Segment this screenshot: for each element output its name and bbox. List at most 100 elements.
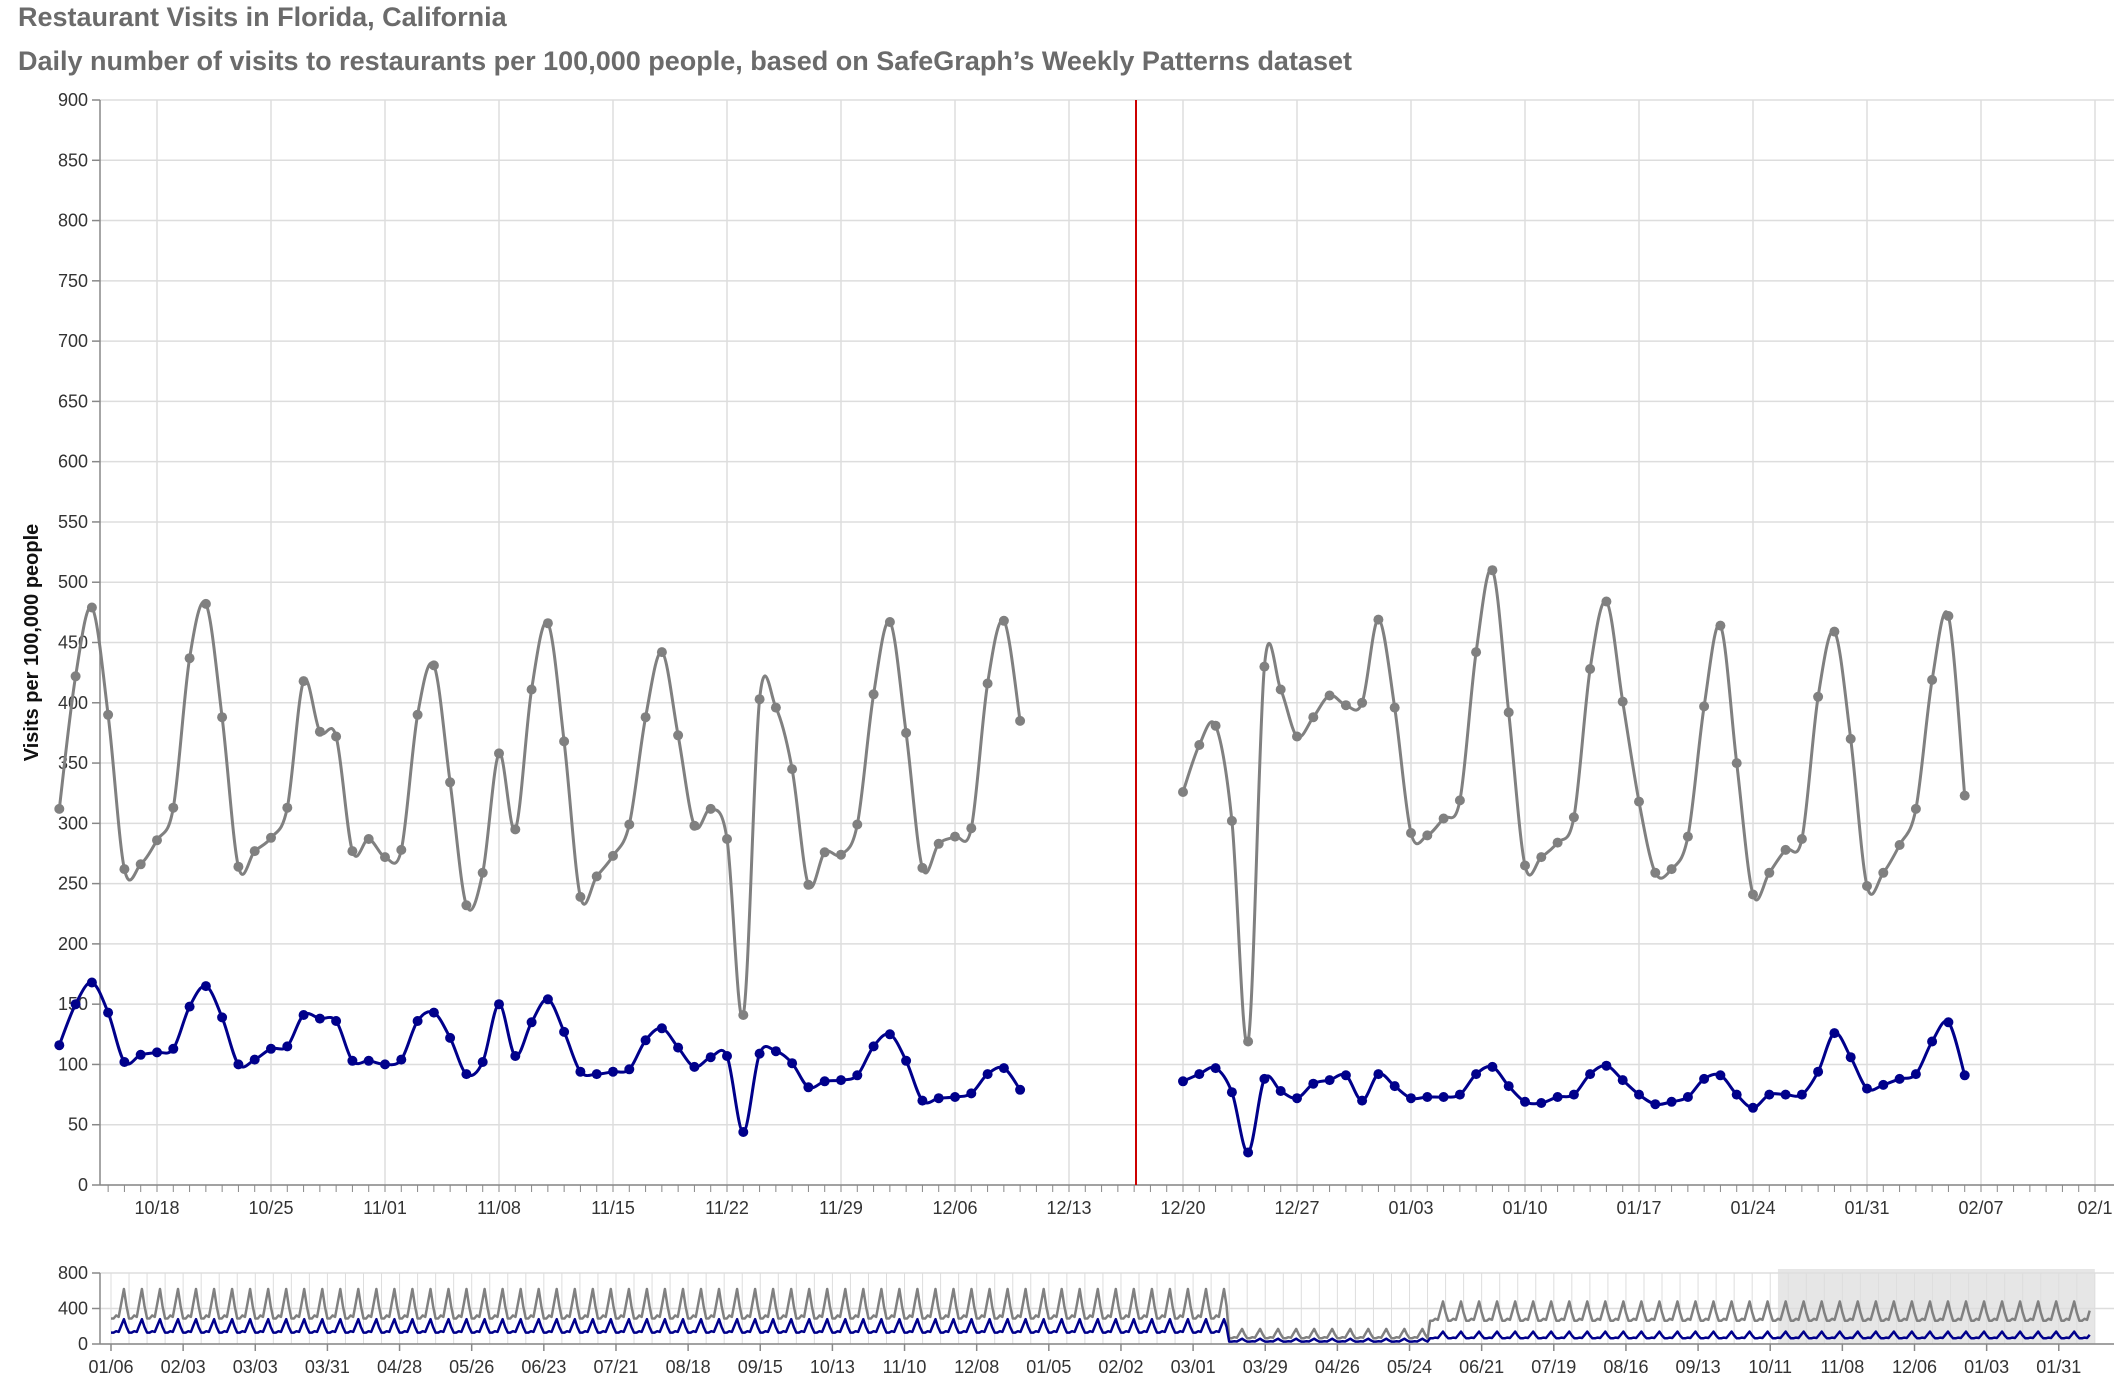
data-point[interactable]: [1438, 1092, 1449, 1102]
data-point[interactable]: [1959, 790, 1970, 801]
data-point[interactable]: [852, 819, 863, 830]
data-point[interactable]: [233, 1059, 244, 1070]
data-point[interactable]: [998, 1063, 1009, 1074]
data-point[interactable]: [233, 861, 244, 872]
data-point[interactable]: [477, 1057, 488, 1067]
data-point[interactable]: [933, 1093, 944, 1104]
data-point[interactable]: [1552, 837, 1563, 848]
data-point[interactable]: [1894, 840, 1905, 850]
data-point[interactable]: [1959, 1070, 1970, 1081]
data-point[interactable]: [1682, 1092, 1693, 1102]
data-point[interactable]: [1243, 1036, 1254, 1047]
data-point[interactable]: [249, 1054, 260, 1065]
data-point[interactable]: [803, 1082, 814, 1093]
data-point[interactable]: [396, 1054, 407, 1065]
data-point[interactable]: [347, 846, 358, 857]
data-point[interactable]: [982, 678, 993, 689]
data-point[interactable]: [1292, 731, 1302, 742]
data-point[interactable]: [1878, 1079, 1889, 1090]
brush-selection[interactable]: [1777, 1269, 2095, 1344]
data-point[interactable]: [1910, 1069, 1921, 1080]
data-point[interactable]: [868, 689, 879, 700]
data-point[interactable]: [1308, 1078, 1319, 1089]
data-point[interactable]: [282, 802, 293, 813]
data-point[interactable]: [282, 1041, 293, 1052]
data-point[interactable]: [1878, 867, 1889, 878]
data-point[interactable]: [917, 1095, 928, 1106]
data-point[interactable]: [1780, 1089, 1791, 1100]
data-point[interactable]: [1243, 1147, 1254, 1158]
data-point[interactable]: [787, 764, 798, 775]
data-point[interactable]: [1389, 1081, 1400, 1092]
data-point[interactable]: [1226, 1087, 1237, 1098]
data-point[interactable]: [380, 852, 390, 863]
data-point[interactable]: [1292, 1093, 1302, 1104]
data-point[interactable]: [1389, 702, 1400, 713]
data-point[interactable]: [1617, 696, 1628, 707]
data-point[interactable]: [1226, 815, 1237, 826]
data-point[interactable]: [1275, 1086, 1286, 1096]
data-point[interactable]: [901, 727, 912, 738]
data-point[interactable]: [494, 999, 504, 1010]
data-point[interactable]: [1308, 712, 1319, 723]
data-point[interactable]: [1568, 1089, 1579, 1100]
data-point[interactable]: [787, 1058, 798, 1069]
data-point[interactable]: [510, 824, 521, 835]
data-point[interactable]: [86, 977, 97, 988]
data-point[interactable]: [917, 862, 928, 873]
data-point[interactable]: [184, 653, 195, 664]
data-point[interactable]: [1210, 1063, 1221, 1074]
data-point[interactable]: [1601, 1060, 1612, 1071]
data-point[interactable]: [1178, 787, 1188, 797]
data-point[interactable]: [966, 823, 977, 834]
data-point[interactable]: [298, 676, 309, 687]
data-point[interactable]: [559, 736, 570, 747]
data-point[interactable]: [119, 864, 130, 875]
data-point[interactable]: [217, 1012, 228, 1023]
data-point[interactable]: [1943, 1017, 1954, 1028]
data-point[interactable]: [901, 1055, 912, 1066]
data-point[interactable]: [656, 1023, 667, 1034]
data-point[interactable]: [1699, 701, 1710, 712]
data-point[interactable]: [1894, 1073, 1905, 1084]
data-point[interactable]: [1520, 1096, 1530, 1107]
data-point[interactable]: [331, 1016, 342, 1026]
data-point[interactable]: [640, 712, 651, 723]
data-point[interactable]: [54, 803, 65, 814]
data-point[interactable]: [86, 602, 97, 613]
data-point[interactable]: [1259, 661, 1270, 672]
data-point[interactable]: [1764, 867, 1775, 878]
data-point[interactable]: [1373, 614, 1384, 625]
data-point[interactable]: [1536, 852, 1547, 863]
data-point[interactable]: [722, 1051, 732, 1061]
data-point[interactable]: [1422, 830, 1433, 841]
data-point[interactable]: [1666, 1096, 1677, 1107]
data-point[interactable]: [868, 1041, 879, 1052]
data-point[interactable]: [217, 712, 228, 723]
data-point[interactable]: [803, 879, 814, 890]
data-point[interactable]: [1764, 1089, 1775, 1100]
data-point[interactable]: [1406, 828, 1416, 838]
data-point[interactable]: [103, 709, 114, 720]
data-point[interactable]: [559, 1026, 570, 1037]
data-point[interactable]: [1487, 1061, 1498, 1072]
data-point[interactable]: [314, 726, 325, 737]
data-point[interactable]: [770, 702, 781, 713]
data-point[interactable]: [1731, 1089, 1742, 1100]
data-point[interactable]: [1927, 674, 1938, 685]
data-point[interactable]: [70, 671, 81, 682]
data-point[interactable]: [1715, 1070, 1726, 1081]
data-point[interactable]: [575, 891, 586, 902]
data-point[interactable]: [1634, 1089, 1644, 1100]
data-point[interactable]: [819, 1076, 830, 1087]
data-point[interactable]: [428, 1007, 439, 1018]
data-point[interactable]: [1699, 1073, 1710, 1084]
data-point[interactable]: [1471, 1069, 1482, 1080]
data-point[interactable]: [836, 1075, 846, 1086]
data-point[interactable]: [705, 1052, 716, 1063]
data-point[interactable]: [1568, 812, 1579, 823]
data-point[interactable]: [591, 871, 602, 882]
data-point[interactable]: [1503, 707, 1514, 718]
data-point[interactable]: [1194, 740, 1205, 750]
data-point[interactable]: [738, 1127, 749, 1137]
